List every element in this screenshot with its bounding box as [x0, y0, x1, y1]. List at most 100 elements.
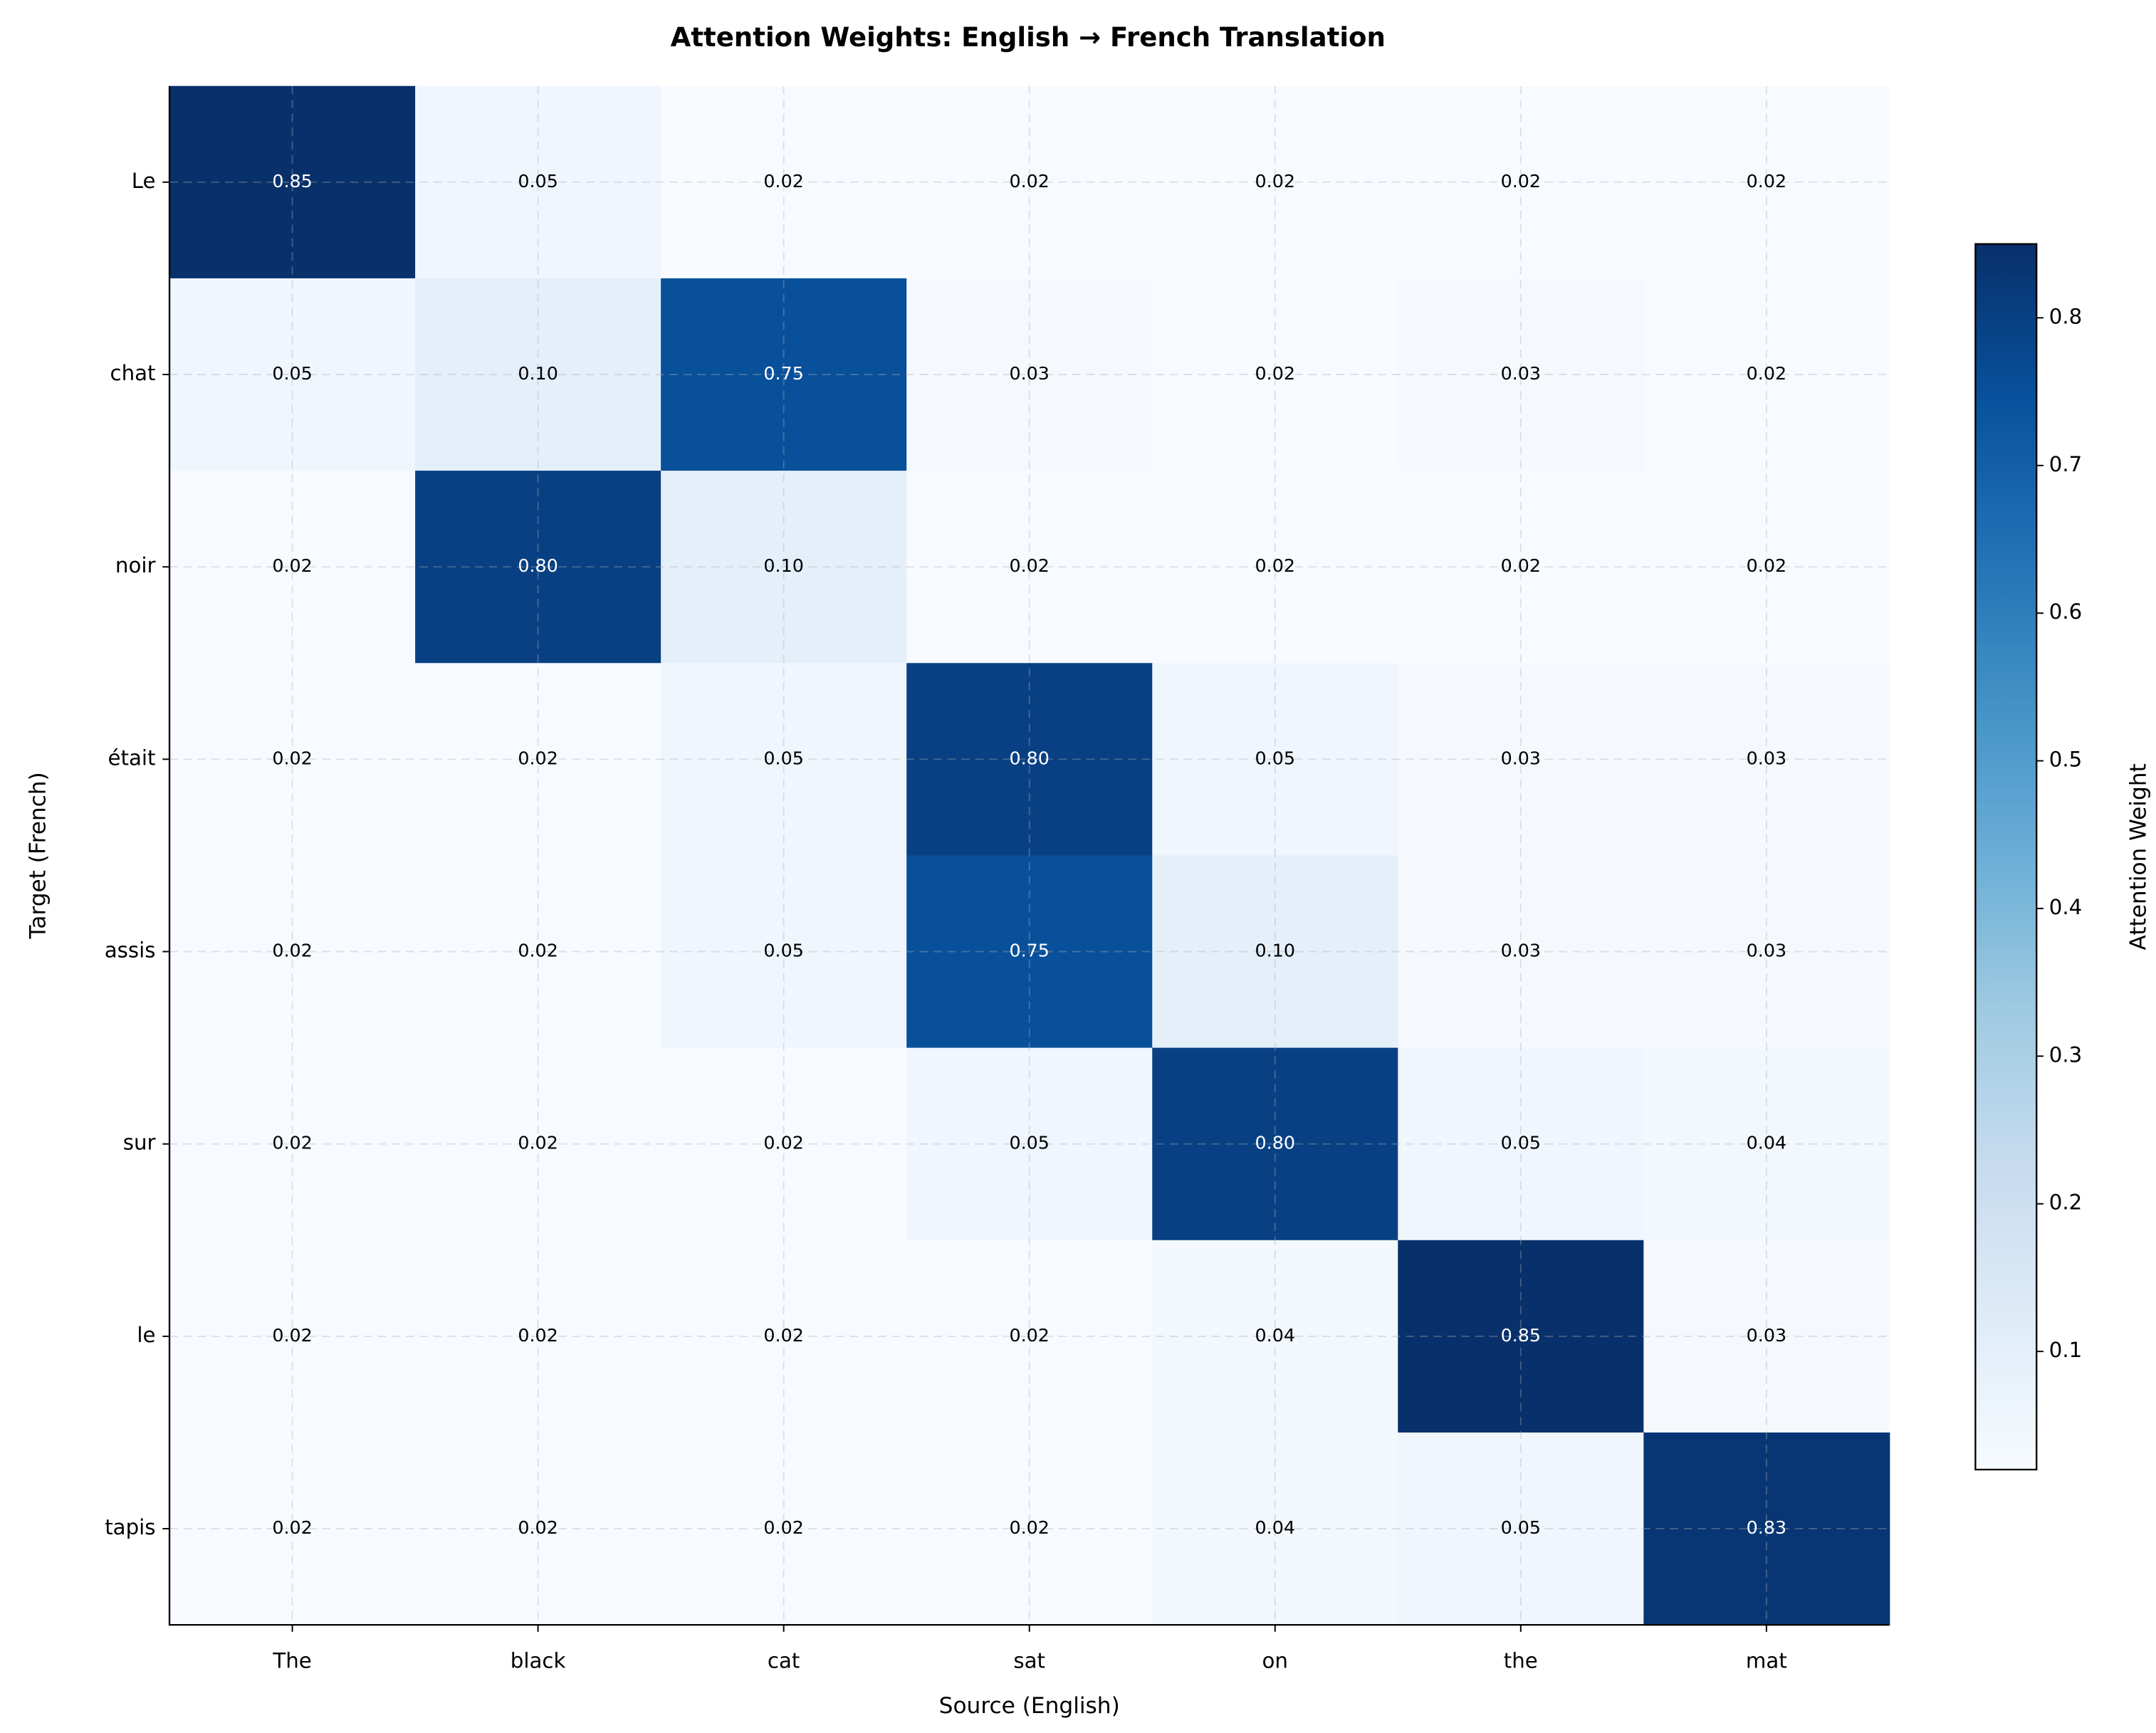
heatmap-cell: [169, 1240, 417, 1433]
heatmap-cell: [169, 855, 417, 1049]
x-tick-label: The: [272, 1649, 311, 1673]
cell-label: 0.80: [1255, 1132, 1295, 1153]
heatmap-cell: [415, 85, 662, 279]
heatmap-cell: [169, 1432, 417, 1626]
cell-label: 0.75: [763, 362, 803, 384]
heatmap-cell: [415, 1432, 662, 1626]
heatmap-cell: [906, 1240, 1153, 1433]
cell-label: 0.02: [272, 747, 312, 768]
cell-label: 0.02: [1255, 362, 1295, 384]
cell-label: 0.80: [1009, 747, 1049, 768]
cell-label: 0.02: [1501, 555, 1541, 576]
y-tick-label: noir: [115, 553, 157, 577]
cell-label: 0.05: [1501, 1132, 1541, 1153]
heatmap-cell: [1152, 471, 1399, 664]
cell-label: 0.80: [518, 555, 558, 576]
heatmap-cell: [1643, 85, 1890, 279]
cell-label: 0.05: [272, 362, 312, 384]
y-tick-label: Le: [132, 169, 156, 193]
cell-label: 0.75: [1009, 940, 1049, 961]
cell-label: 0.85: [272, 170, 312, 192]
y-tick-label: chat: [110, 361, 155, 385]
x-tick-label: cat: [768, 1649, 800, 1673]
heatmap-cell: [661, 1432, 908, 1626]
heatmap-cell: [169, 1047, 417, 1241]
heatmap-cell: [1152, 1240, 1399, 1433]
cell-label: 0.02: [518, 1517, 558, 1538]
heatmap-cell: [1152, 663, 1399, 857]
cell-label: 0.83: [1747, 1517, 1786, 1538]
heatmap-cell: [906, 1432, 1153, 1626]
heatmap-cell: [1152, 1432, 1399, 1626]
heatmap-cell: [906, 278, 1153, 472]
heatmap-cell: [415, 663, 662, 857]
cell-label: 0.02: [1009, 555, 1049, 576]
heatmap-cell: [1398, 471, 1645, 664]
cell-label: 0.10: [518, 362, 558, 384]
cell-label: 0.03: [1009, 362, 1049, 384]
heatmap-cell: [1643, 1432, 1890, 1626]
heatmap-cell: [661, 278, 908, 472]
heatmap-cell: [661, 471, 908, 664]
cell-label: 0.02: [763, 1324, 803, 1346]
cell-label: 0.02: [518, 940, 558, 961]
heatmap-cell: [661, 855, 908, 1049]
chart-title: Attention Weights: English → French Tran…: [671, 22, 1386, 53]
heatmap-cell: [906, 471, 1153, 664]
cell-label: 0.02: [1255, 170, 1295, 192]
cell-label: 0.05: [763, 940, 803, 961]
cell-label: 0.02: [763, 170, 803, 192]
cell-label: 0.02: [1009, 1324, 1049, 1346]
heatmap-cell: [661, 663, 908, 857]
heatmap-cell: [1152, 1047, 1399, 1241]
cell-label: 0.02: [518, 1132, 558, 1153]
heatmap-cell: [1398, 663, 1645, 857]
heatmap-cell: [1152, 85, 1399, 279]
cell-label: 0.02: [272, 940, 312, 961]
x-tick-label: on: [1262, 1649, 1288, 1673]
heatmap-cell: [1398, 278, 1645, 472]
heatmap-cell: [1643, 1047, 1890, 1241]
cell-label: 0.02: [763, 1517, 803, 1538]
cell-label: 0.03: [1747, 940, 1786, 961]
y-tick-label: était: [108, 745, 156, 770]
y-tick-label: le: [137, 1323, 155, 1347]
cell-label: 0.02: [272, 555, 312, 576]
y-axis-label: Target (French): [26, 772, 51, 939]
colorbar-tick-label: 0.6: [2049, 600, 2083, 624]
heatmap-cell: [1152, 855, 1399, 1049]
cell-label: 0.02: [763, 1132, 803, 1153]
heatmap-cell: [1398, 1432, 1645, 1626]
cell-label: 0.02: [518, 1324, 558, 1346]
x-tick-label: the: [1504, 1649, 1538, 1673]
heatmap-cell: [906, 855, 1153, 1049]
colorbar-tick-label: 0.4: [2049, 895, 2083, 919]
cell-label: 0.10: [1255, 940, 1295, 961]
cell-label: 0.02: [272, 1517, 312, 1538]
heatmap-cell: [661, 1240, 908, 1433]
heatmap-cell: [906, 85, 1153, 279]
colorbar-tick-label: 0.8: [2049, 304, 2083, 328]
heatmap-cell: [169, 85, 417, 279]
colorbar-tick-label: 0.5: [2049, 748, 2083, 772]
cell-label: 0.04: [1255, 1324, 1295, 1346]
heatmap-cell: [169, 471, 417, 664]
heatmap-cell: [1152, 278, 1399, 472]
heatmap-cell: [415, 855, 662, 1049]
cell-label: 0.05: [1255, 747, 1295, 768]
cell-label: 0.04: [1747, 1132, 1786, 1153]
heatmap-cell: [661, 1047, 908, 1241]
cell-label: 0.05: [763, 747, 803, 768]
heatmap-cell: [1643, 278, 1890, 472]
heatmap-cell: [1398, 855, 1645, 1049]
heatmap-cell: [1398, 1240, 1645, 1433]
cell-label: 0.03: [1501, 747, 1541, 768]
y-tick-label: sur: [123, 1131, 157, 1155]
cell-label: 0.02: [1747, 555, 1786, 576]
heatmap-cell: [169, 278, 417, 472]
cell-label: 0.05: [1501, 1517, 1541, 1538]
heatmap-cell: [415, 471, 662, 664]
colorbar-tick-label: 0.2: [2049, 1190, 2083, 1215]
heatmap-cell: [1643, 663, 1890, 857]
